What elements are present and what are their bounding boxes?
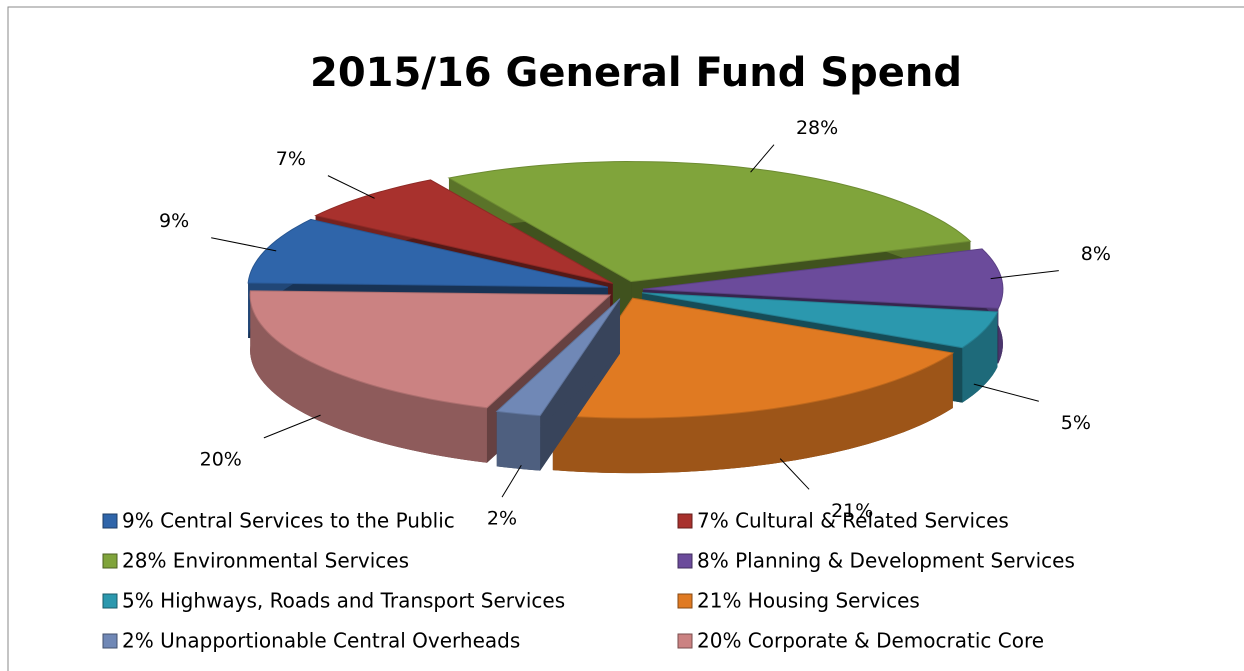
leader-line [779,458,810,490]
legend-label: 28% Environmental Services [122,549,409,573]
leader-line [750,144,775,173]
slice [495,298,621,417]
data-label: 7% [276,148,306,170]
data-label: 28% [796,117,838,139]
leader-line [211,237,277,252]
legend-swatch [102,513,118,529]
legend-label: 20% Corporate & Democratic Core [697,629,1044,653]
leader-line [263,414,321,439]
slice [642,248,1004,309]
data-label: 9% [159,210,189,232]
legend-label: 21% Housing Services [697,589,920,613]
leader-line [327,175,375,199]
legend-swatch [677,513,693,529]
legend-swatch [677,553,693,569]
slice-side [496,411,541,471]
slice-group [495,298,621,471]
data-label: 5% [1061,412,1091,434]
legend-swatch [677,633,693,649]
leader-line [990,270,1059,280]
slice [247,218,609,288]
legend-swatch [677,593,693,609]
leader-line [973,383,1039,402]
legend-label: 8% Planning & Development Services [697,549,1075,573]
slice [314,179,613,284]
legend-label: 5% Highways, Roads and Transport Service… [122,589,565,613]
slice [551,297,955,419]
data-label: 21% [831,500,873,522]
slice [447,161,972,283]
data-label: 8% [1081,243,1111,265]
data-label: 2% [487,508,517,530]
legend-swatch [102,553,118,569]
slice [249,290,612,409]
slice-side [962,311,998,403]
slice-side [250,290,487,463]
slice [642,292,999,349]
chart-title: 2015/16 General Fund Spend [310,50,962,96]
legend-swatch [102,633,118,649]
legend-swatch [102,593,118,609]
legend-label: 2% Unapportionable Central Overheads [122,629,520,653]
legend-label: 9% Central Services to the Public [122,509,455,533]
slice-side [552,353,953,474]
leader-line [501,465,522,498]
data-label: 20% [200,448,242,470]
legend-label: 7% Cultural & Related Services [697,509,1009,533]
